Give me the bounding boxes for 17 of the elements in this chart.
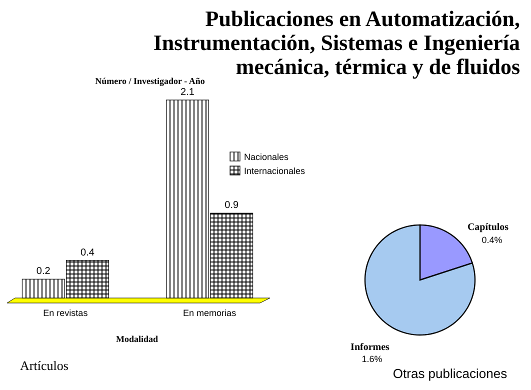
- slice-label: Informes: [350, 342, 390, 353]
- data-label: 1.6%: [362, 354, 382, 364]
- data-label: 0.2: [36, 266, 51, 278]
- chart-subtitle: Número / Investigador - Año: [95, 76, 206, 86]
- data-label: 0.4%: [482, 235, 502, 245]
- x-tick-label: En memorias: [183, 308, 237, 318]
- data-label: 0.4: [80, 247, 95, 258]
- text: Publicaciones en Automatización, Instrumentación, Sistemas e Ingeniería mecánica, térmica y de fluidos: [153, 6, 520, 79]
- text: Artículos: [20, 358, 68, 373]
- data-label: 0.9: [224, 200, 240, 212]
- slice-label: Capítulos: [467, 222, 509, 233]
- x-axis-title: Modalidad: [116, 334, 158, 344]
- x-tick-label: En revistas: [43, 308, 88, 318]
- legend-label: Nacionales: [244, 152, 290, 162]
- data-label: 2.1: [180, 87, 195, 98]
- legend-label: Internacionales: [244, 166, 306, 176]
- text: Otras publicaciones: [392, 366, 508, 381]
